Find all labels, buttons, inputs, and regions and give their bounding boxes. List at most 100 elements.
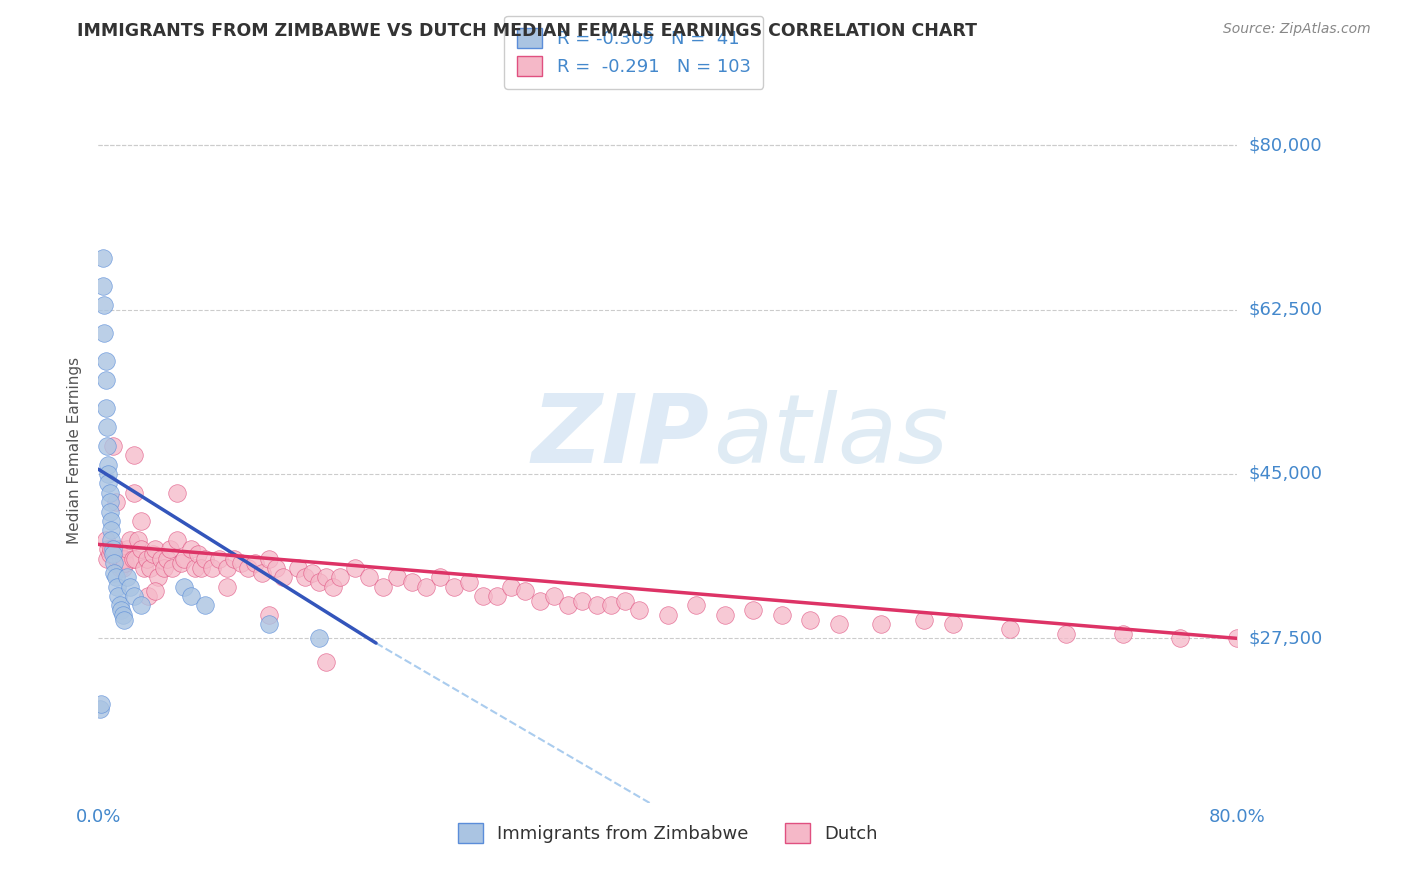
Point [148, 570, 170, 584]
Point [132, 561, 155, 575]
Text: $62,500: $62,500 [1249, 301, 1323, 318]
Point [501, 580, 523, 594]
Point [135, 551, 157, 566]
Point [322, 580, 344, 594]
Point [273, 570, 295, 584]
Point [108, 599, 131, 613]
Point [94, 354, 117, 368]
Y-axis label: Median Female Earnings: Median Female Earnings [67, 357, 83, 544]
Point [104, 570, 127, 584]
Point [243, 556, 266, 570]
Point [998, 622, 1021, 636]
Point [287, 561, 309, 575]
Point [98, 485, 121, 500]
Point [118, 533, 141, 547]
Point [122, 589, 145, 603]
Point [415, 580, 437, 594]
Point [122, 485, 145, 500]
Text: $27,500: $27,500 [1249, 630, 1323, 648]
Point [190, 561, 212, 575]
Point [329, 570, 352, 584]
Point [585, 599, 607, 613]
Point [108, 561, 131, 575]
Point [515, 584, 537, 599]
Point [315, 570, 337, 584]
Point [89, 702, 111, 716]
Point [201, 561, 224, 575]
Point [97, 476, 120, 491]
Text: IMMIGRANTS FROM ZIMBABWE VS DUTCH MEDIAN FEMALE EARNINGS CORRELATION CHART: IMMIGRANTS FROM ZIMBABWE VS DUTCH MEDIAN… [77, 22, 977, 40]
Point [628, 603, 651, 617]
Point [870, 617, 893, 632]
Point [90, 697, 112, 711]
Point [942, 617, 965, 632]
Point [105, 551, 128, 566]
Point [308, 632, 330, 646]
Point [122, 448, 145, 462]
Point [600, 599, 623, 613]
Point [571, 594, 593, 608]
Point [91, 279, 114, 293]
Point [614, 594, 637, 608]
Point [357, 570, 380, 584]
Point [115, 542, 138, 557]
Point [159, 542, 181, 557]
Point [194, 599, 217, 613]
Point [184, 561, 207, 575]
Point [208, 551, 231, 566]
Point [101, 439, 124, 453]
Point [104, 495, 127, 509]
Point [98, 495, 121, 509]
Point [166, 533, 188, 547]
Point [136, 589, 159, 603]
Point [685, 599, 707, 613]
Point [1056, 626, 1078, 640]
Point [457, 574, 479, 589]
Point [100, 542, 122, 557]
Point [93, 298, 115, 312]
Point [187, 547, 209, 561]
Point [529, 594, 551, 608]
Point [471, 589, 494, 603]
Legend: Immigrants from Zimbabwe, Dutch: Immigrants from Zimbabwe, Dutch [450, 816, 886, 850]
Text: Source: ZipAtlas.com: Source: ZipAtlas.com [1223, 22, 1371, 37]
Point [101, 547, 124, 561]
Point [153, 561, 176, 575]
Point [129, 542, 152, 557]
Point [828, 617, 851, 632]
Point [141, 547, 163, 561]
Point [180, 589, 202, 603]
Point [250, 566, 273, 580]
Point [105, 580, 128, 594]
Point [259, 607, 281, 622]
Point [1170, 632, 1192, 646]
Point [100, 524, 122, 538]
Point [236, 561, 259, 575]
Point [94, 401, 117, 416]
Point [96, 439, 118, 453]
Point [127, 533, 149, 547]
Point [94, 373, 117, 387]
Point [100, 514, 122, 528]
Point [121, 551, 143, 566]
Point [429, 570, 451, 584]
Point [170, 556, 193, 570]
Point [1112, 626, 1135, 640]
Point [308, 574, 330, 589]
Point [799, 613, 821, 627]
Point [138, 561, 160, 575]
Point [657, 607, 679, 622]
Point [112, 613, 135, 627]
Point [150, 551, 173, 566]
Point [103, 556, 125, 570]
Point [156, 551, 179, 566]
Point [101, 542, 124, 557]
Point [114, 556, 136, 570]
Point [770, 607, 793, 622]
Point [180, 542, 202, 557]
Point [343, 561, 366, 575]
Point [387, 570, 409, 584]
Point [97, 467, 120, 481]
Point [401, 574, 423, 589]
Point [173, 580, 195, 594]
